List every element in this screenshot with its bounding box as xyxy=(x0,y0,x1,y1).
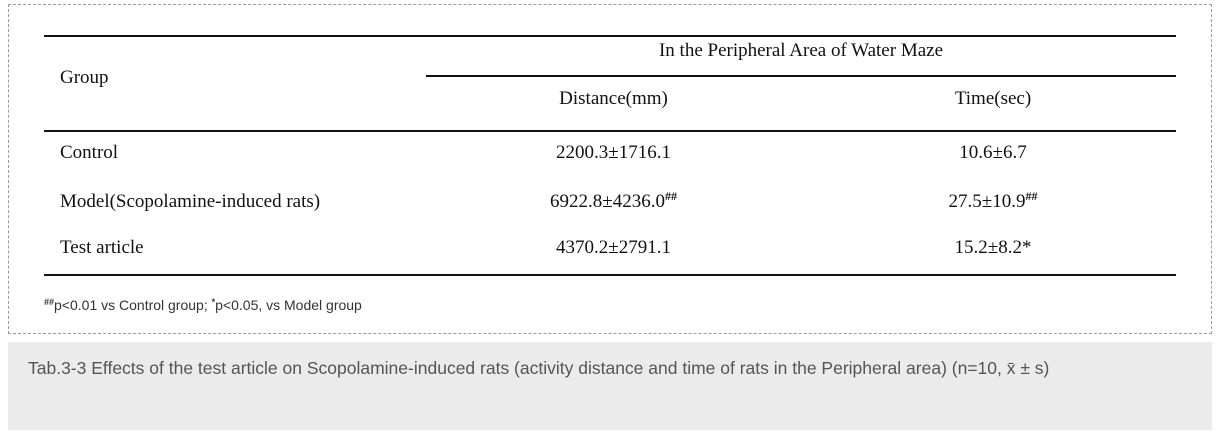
table-frame xyxy=(8,4,1212,334)
cell-text: 27.5±10.9 xyxy=(948,191,1026,212)
bottom-rule xyxy=(44,274,1176,276)
column-header: Time(sec) xyxy=(954,88,1032,109)
column-header: Distance(mm) xyxy=(559,88,668,109)
cell: 27.5±10.9## xyxy=(810,189,1176,213)
cell: 4370.2±2791.1 xyxy=(426,237,801,259)
cell: 10.6±6.7 xyxy=(810,142,1176,164)
significance-mark: ## xyxy=(1025,189,1038,203)
row-label: Model(Scopolamine-induced rats) xyxy=(60,191,321,212)
significance-mark: ## xyxy=(664,189,677,203)
footnote: ##p<0.01 vs Control group; *p<0.05, vs M… xyxy=(44,297,362,313)
footnote-text: p<0.01 vs Control group; xyxy=(54,297,212,313)
cell: 15.2±8.2* xyxy=(810,237,1176,259)
header-rule xyxy=(44,130,1176,132)
span-header: In the Peripheral Area of Water Maze xyxy=(658,40,944,61)
cell-text: 2200.3±1716.1 xyxy=(556,142,671,163)
cell-text: 15.2±8.2* xyxy=(954,237,1032,258)
caption: Tab.3-3 Effects of the test article on S… xyxy=(8,342,1212,430)
footnote-mark: ## xyxy=(44,297,55,307)
row-label: Control xyxy=(60,142,119,163)
cell-text: 6922.8±4236.0 xyxy=(550,191,665,212)
footnote-text: p<0.05, vs Model group xyxy=(215,297,362,313)
group-header: Group xyxy=(60,67,109,88)
footnote-mark: * xyxy=(211,297,216,307)
span-rule xyxy=(426,75,1176,77)
top-rule xyxy=(44,35,1176,37)
cell-text: 4370.2±2791.1 xyxy=(556,237,671,258)
row-label: Test article xyxy=(60,237,144,258)
cell-text: 10.6±6.7 xyxy=(959,142,1027,163)
cell: 6922.8±4236.0## xyxy=(426,189,801,213)
cell: 2200.3±1716.1 xyxy=(426,142,801,164)
